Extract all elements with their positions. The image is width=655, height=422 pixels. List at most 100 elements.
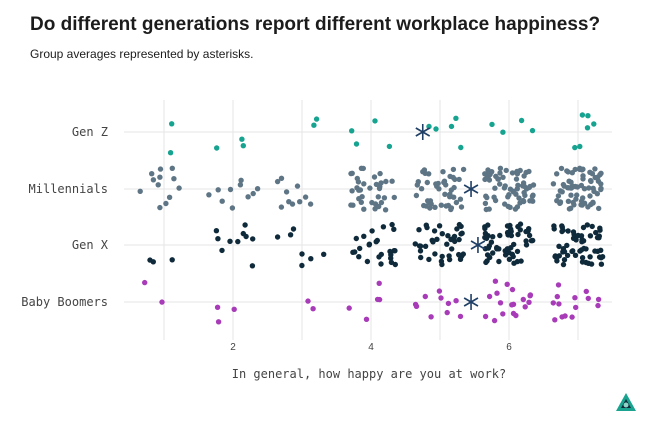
data-point — [492, 185, 498, 191]
data-point — [443, 203, 449, 209]
data-point — [142, 279, 148, 286]
data-point — [382, 207, 389, 213]
data-point — [559, 228, 565, 235]
data-point — [391, 226, 397, 232]
data-point — [299, 262, 305, 269]
data-point — [426, 123, 432, 130]
data-point — [564, 252, 571, 259]
data-point — [565, 228, 571, 234]
data-point — [169, 257, 175, 263]
data-point — [451, 233, 458, 240]
data-point — [440, 169, 446, 175]
data-point — [372, 206, 378, 212]
data-point — [444, 309, 450, 316]
data-point — [373, 181, 380, 188]
data-point — [227, 186, 234, 193]
data-point — [522, 304, 528, 310]
data-point — [448, 205, 455, 211]
data-point — [456, 176, 462, 183]
data-point — [361, 181, 367, 187]
data-point — [559, 224, 565, 230]
data-point — [219, 198, 225, 204]
data-point — [434, 236, 440, 242]
data-point — [357, 187, 364, 193]
data-point — [566, 178, 572, 184]
data-point — [163, 200, 169, 207]
y-tick-label: Gen Z — [72, 125, 108, 139]
data-point — [430, 239, 436, 245]
data-point — [378, 180, 384, 186]
data-point — [520, 296, 526, 303]
data-points — [137, 112, 606, 325]
data-point — [451, 194, 457, 200]
data-point — [442, 191, 448, 197]
data-point — [157, 204, 163, 211]
data-point — [278, 175, 285, 181]
data-point — [512, 206, 519, 212]
data-point — [503, 167, 509, 174]
x-axis-labels: 2 4 6 — [230, 342, 512, 353]
data-point — [438, 258, 445, 264]
chart-subtitle: Group averages represented by asterisks. — [30, 47, 254, 61]
data-point — [504, 223, 511, 229]
data-point — [450, 166, 457, 173]
data-point — [505, 229, 511, 236]
data-point — [578, 166, 584, 172]
data-point — [560, 261, 567, 268]
data-point — [486, 293, 493, 300]
data-point — [450, 174, 456, 181]
data-point — [500, 174, 506, 180]
data-point — [594, 234, 601, 241]
data-point — [313, 116, 320, 122]
data-point — [428, 201, 434, 207]
data-point — [254, 186, 261, 192]
data-point — [214, 304, 221, 310]
data-point — [592, 174, 598, 181]
data-point — [363, 316, 370, 322]
data-point — [482, 200, 489, 207]
data-point — [555, 193, 562, 199]
data-point — [595, 178, 602, 184]
data-point — [530, 192, 536, 198]
data-point — [445, 233, 451, 239]
data-point — [364, 258, 371, 265]
data-point — [518, 117, 525, 124]
data-point — [299, 251, 305, 257]
data-point — [426, 256, 432, 263]
data-point — [589, 171, 596, 177]
mean-asterisk-stroke — [463, 297, 479, 307]
data-point — [206, 192, 212, 198]
data-point — [428, 314, 434, 320]
data-point — [520, 180, 527, 186]
data-point — [308, 256, 314, 262]
data-point — [371, 174, 378, 180]
x-axis-title: In general, how happy are you at work? — [232, 367, 507, 381]
data-point — [287, 232, 294, 238]
data-point — [523, 242, 530, 248]
data-point — [530, 237, 536, 244]
data-point — [517, 227, 523, 233]
data-point — [215, 187, 221, 193]
data-point — [350, 249, 356, 255]
data-point — [585, 204, 591, 210]
data-point — [169, 121, 175, 127]
data-point — [424, 179, 430, 186]
data-point — [213, 228, 220, 234]
data-point — [570, 229, 577, 235]
data-point — [509, 251, 515, 257]
data-point — [495, 176, 501, 182]
data-point — [550, 300, 556, 306]
data-point — [594, 191, 600, 197]
data-point — [391, 194, 397, 201]
data-point — [286, 199, 292, 205]
data-point — [491, 317, 498, 324]
data-point — [149, 171, 155, 177]
data-point — [235, 238, 241, 245]
mean-asterisk-icon — [463, 294, 479, 310]
data-point — [386, 143, 393, 150]
data-point — [572, 295, 578, 301]
data-point — [551, 223, 557, 229]
data-point — [240, 230, 246, 237]
data-point — [238, 177, 244, 183]
data-point — [527, 198, 533, 204]
